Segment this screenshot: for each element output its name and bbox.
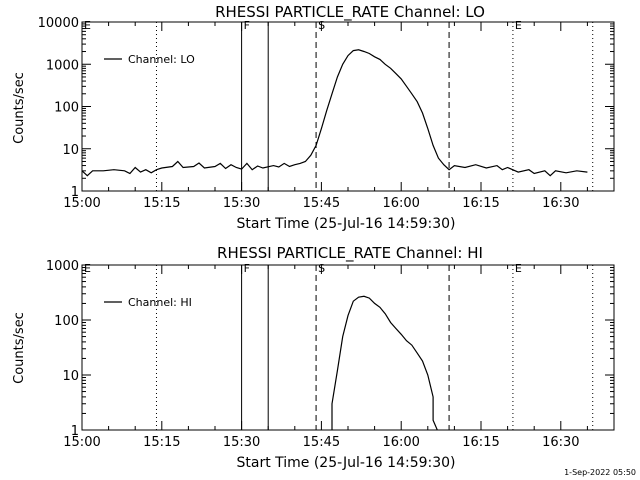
y-tick-label: 1 — [71, 424, 79, 439]
chart-title: RHESSI PARTICLE_RATE Channel: HI — [217, 244, 483, 263]
y-tick-label: 10000 — [38, 16, 79, 31]
x-tick-label: 15:45 — [303, 196, 340, 211]
y-axis-label: Counts/sec — [12, 312, 27, 384]
chart-title: RHESSI PARTICLE_RATE Channel: LO — [215, 3, 485, 22]
plot-frame — [81, 264, 615, 431]
chart-panel-lo: RHESSI PARTICLE_RATE Channel: LO Start T… — [12, 3, 615, 232]
y-tick-label: 100 — [54, 101, 79, 116]
x-tick-label: 15:00 — [63, 196, 100, 211]
x-tick-label: 15:30 — [223, 435, 260, 450]
y-tick-label: 1 — [71, 185, 79, 200]
date-stamp: 1-Sep-2022 05:50 — [564, 468, 636, 477]
y-tick-label: 1000 — [46, 58, 79, 73]
x-axis-label: Start Time (25-Jul-16 14:59:30) — [236, 216, 455, 232]
x-tick-label: 16:15 — [462, 196, 499, 211]
series-line — [331, 295, 438, 430]
plot-frame — [81, 21, 615, 192]
y-tick-label: 100 — [54, 314, 79, 329]
x-tick-label: 16:30 — [542, 196, 579, 211]
x-tick-label: 15:30 — [223, 196, 260, 211]
y-axis-label: Counts/sec — [12, 72, 27, 144]
marker-label: F — [244, 262, 250, 275]
x-tick-label: 15:15 — [143, 196, 180, 211]
legend-entry: Channel: LO — [128, 53, 195, 66]
marker-label: F — [244, 19, 250, 32]
marker-label: E — [84, 19, 91, 32]
y-tick-label: 10 — [62, 369, 79, 384]
legend-entry: Channel: HI — [128, 296, 192, 309]
x-tick-label: 16:15 — [462, 435, 499, 450]
marker-label: E — [515, 19, 522, 32]
x-tick-label: 16:30 — [542, 435, 579, 450]
marker-label: E — [515, 262, 522, 275]
series-line — [82, 49, 588, 177]
x-tick-label: 15:15 — [143, 435, 180, 450]
x-tick-label: 16:00 — [382, 196, 419, 211]
y-tick-label: 1000 — [46, 259, 79, 274]
x-tick-label: 15:45 — [303, 435, 340, 450]
chart-panel-hi: RHESSI PARTICLE_RATE Channel: HI Start T… — [12, 244, 615, 471]
x-tick-label: 15:00 — [63, 435, 100, 450]
marker-label: E — [84, 262, 91, 275]
y-tick-label: 10 — [62, 143, 79, 158]
x-tick-label: 16:00 — [382, 435, 419, 450]
x-axis-label: Start Time (25-Jul-16 14:59:30) — [236, 455, 455, 471]
